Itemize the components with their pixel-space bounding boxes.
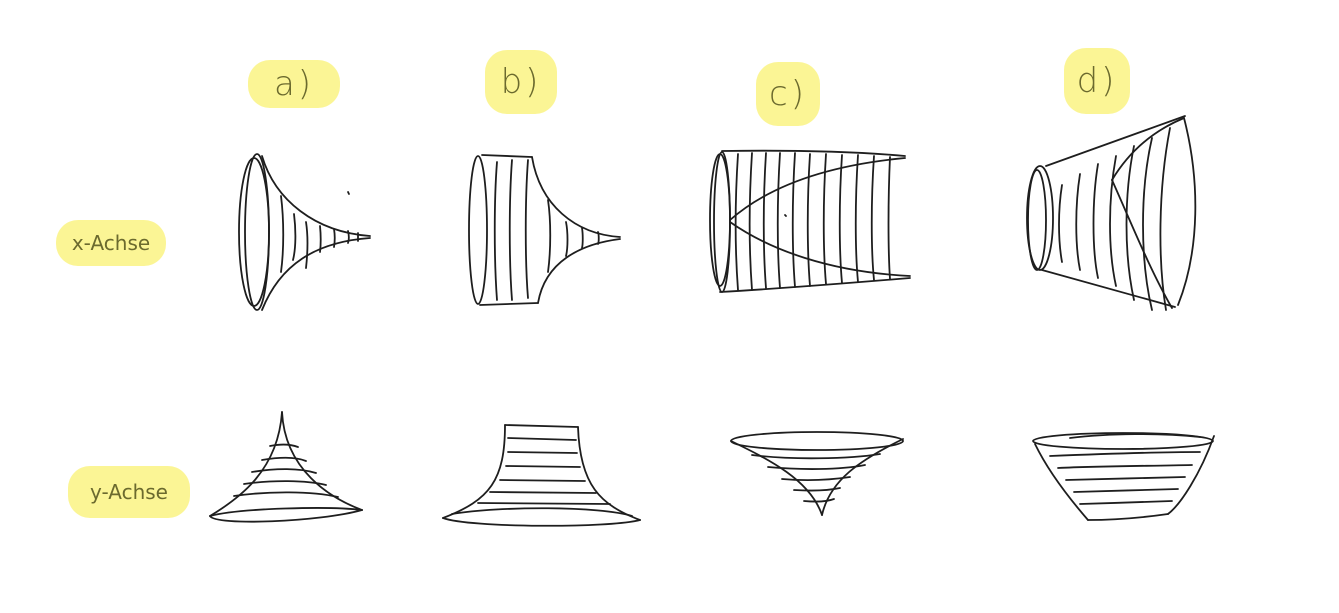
highlight-mark	[485, 50, 557, 114]
solid-c-x-axis	[709, 149, 911, 293]
column-label-b-text: b)	[500, 62, 542, 102]
column-label-a: a)	[248, 60, 340, 108]
row-label-y-axis-text: y-Achse	[90, 480, 168, 504]
solid-b-y-axis	[442, 424, 641, 527]
row-label-y-axis: y-Achse	[68, 466, 190, 518]
highlight-mark	[1064, 48, 1130, 114]
column-label-c: c)	[756, 62, 820, 126]
solid-a-x-axis	[238, 153, 371, 311]
solid-b-x-axis	[468, 154, 621, 306]
column-label-c-text: c)	[769, 74, 807, 114]
highlight-mark	[68, 466, 190, 518]
solid-a-y-axis	[209, 411, 363, 523]
highlight-mark	[756, 62, 820, 126]
solid-c-y-axis	[730, 431, 904, 516]
solid-d-y-axis	[1032, 432, 1215, 521]
column-label-d: d)	[1064, 48, 1130, 114]
highlight-mark	[56, 220, 166, 266]
column-label-a-text: a)	[273, 64, 315, 104]
solid-d-x-axis	[1026, 115, 1197, 311]
highlight-mark	[248, 60, 340, 108]
column-label-d-text: d)	[1076, 61, 1118, 101]
row-label-x-axis-text: x-Achse	[71, 231, 151, 255]
row-label-x-axis: x-Achse	[56, 220, 166, 266]
column-label-b: b)	[485, 50, 557, 114]
